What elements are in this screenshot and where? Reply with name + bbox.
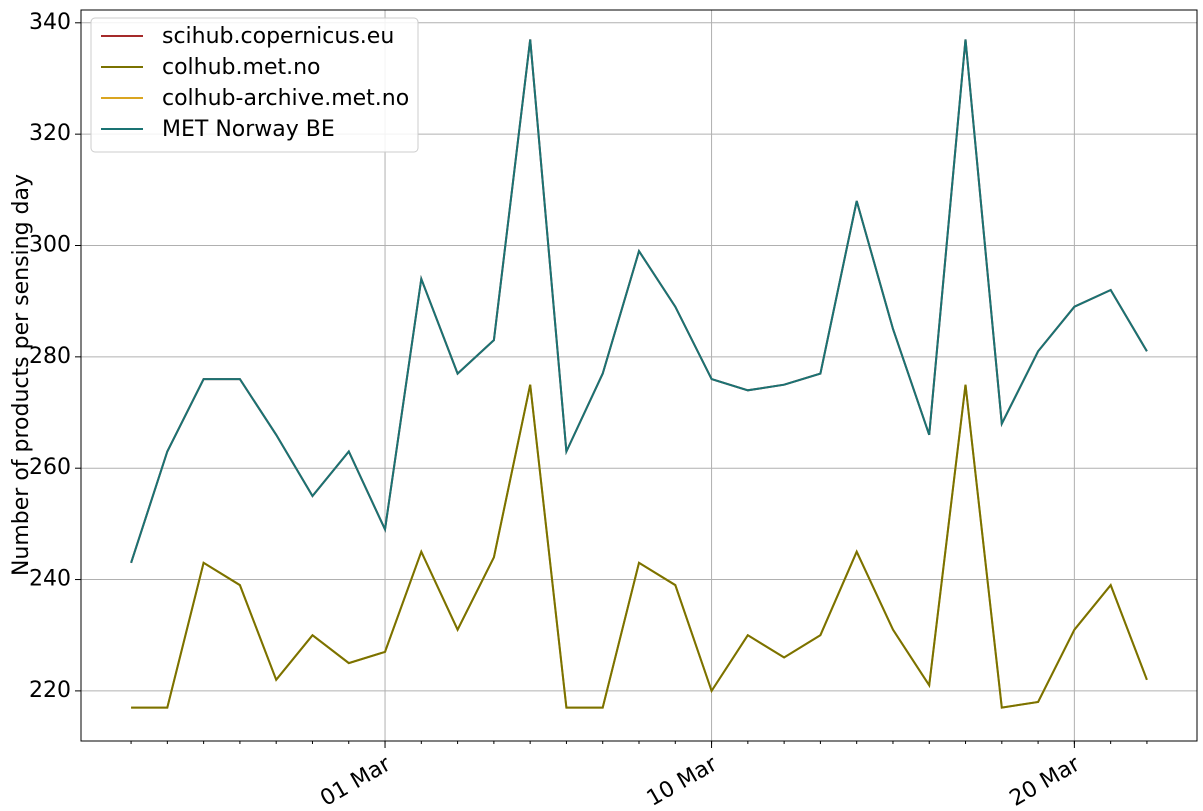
legend-label: MET Norway BE bbox=[162, 117, 335, 142]
legend-label: colhub.met.no bbox=[162, 55, 321, 80]
x-tick-label: 01 Mar bbox=[316, 751, 396, 811]
legend-label: colhub-archive.met.no bbox=[162, 86, 409, 111]
y-tick-label: 260 bbox=[29, 455, 71, 480]
x-tick-label: 20 Mar bbox=[1006, 751, 1086, 811]
legend: scihub.copernicus.eu colhub.met.no colhub-… bbox=[90, 17, 419, 153]
plot-frame bbox=[80, 9, 1198, 742]
y-tick-label: 280 bbox=[29, 344, 71, 369]
legend-box bbox=[90, 17, 419, 153]
series-line bbox=[130, 39, 1148, 564]
series-line bbox=[131, 384, 1148, 709]
x-tick-label: 10 Mar bbox=[643, 751, 723, 811]
legend-label: scihub.copernicus.eu bbox=[162, 24, 394, 49]
y-tick-label: 340 bbox=[29, 10, 71, 35]
y-tick-label: 300 bbox=[29, 233, 71, 258]
y-axis-label: Number of products per sensing day bbox=[9, 174, 34, 576]
y-tick-label: 220 bbox=[29, 678, 71, 703]
y-tick-label: 240 bbox=[29, 567, 71, 592]
y-tick-label: 320 bbox=[29, 121, 71, 146]
series-line bbox=[131, 384, 1148, 709]
